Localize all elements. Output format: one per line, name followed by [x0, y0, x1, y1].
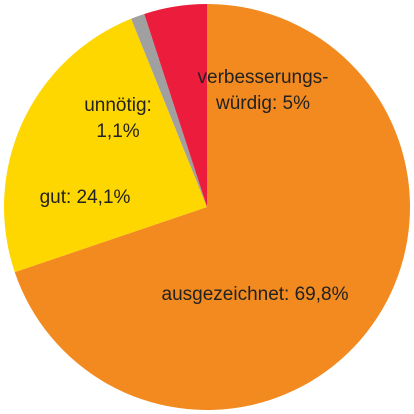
pie-slice-verbesserungswürdig — [144, 4, 207, 207]
slice-label-line: gut: 24,1% — [40, 187, 131, 208]
slice-label-verbesserungswürdig: verbesserungs-würdig: 5% — [198, 67, 329, 114]
slice-label-gut: gut: 24,1% — [40, 187, 131, 208]
slice-label-line: verbesserungs- — [198, 67, 329, 88]
slice-label-ausgezeichnet: ausgezeichnet: 69,8% — [162, 284, 349, 305]
pie-slice-gut — [4, 18, 207, 273]
slice-label-line: würdig: 5% — [215, 93, 310, 114]
labels-layer: ausgezeichnet: 69,8% gut: 24,1% unnötig: 1,… — [40, 67, 349, 305]
pie-slice-unnötig — [131, 13, 207, 207]
slice-label-unnötig: unnötig: 1,1% — [84, 95, 152, 142]
slice-label-line: 1,1% — [96, 121, 139, 142]
slice-label-line: ausgezeichnet: 69,8% — [162, 284, 349, 305]
slices-layer — [4, 4, 411, 410]
slice-label-line: unnötig: — [84, 95, 152, 116]
pie-slice-ausgezeichnet — [14, 4, 411, 410]
